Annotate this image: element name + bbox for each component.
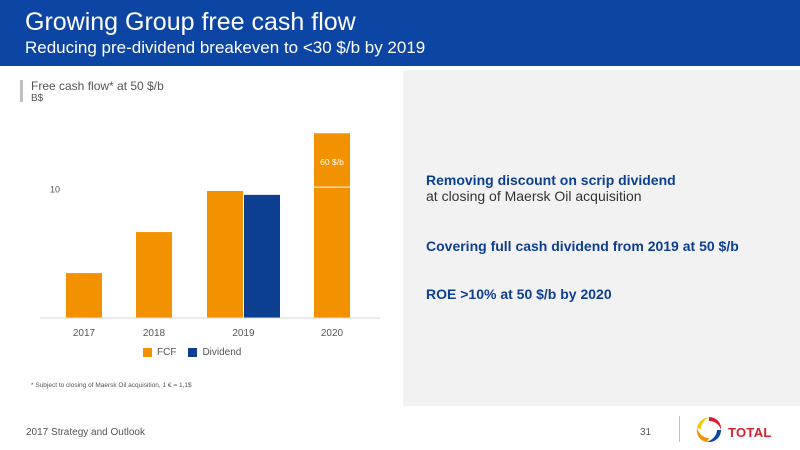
legend-swatch-fcf (143, 348, 152, 357)
legend-item-fcf: FCF (143, 347, 176, 358)
bar-fcf-2020 (314, 133, 350, 318)
legend-label-fcf: FCF (157, 347, 177, 358)
chart-unit: B$ (31, 93, 44, 104)
x-tick-label-2017: 2017 (73, 328, 96, 339)
chart-legend: FCF Dividend (143, 347, 253, 358)
footnote: * Subject to closing of Maersk Oil acqui… (31, 382, 192, 389)
chart-title-accent (20, 80, 23, 102)
text-panel (403, 70, 800, 406)
slide-subtitle: Reducing pre-dividend breakeven to <30 $… (25, 38, 426, 57)
footer-divider (679, 416, 680, 442)
bar-fcf-2017 (66, 273, 102, 318)
slide-title: Growing Group free cash flow (25, 8, 356, 36)
y-tick-label-0: 10 (50, 185, 60, 195)
annotation-label-0: 60 $/b (320, 157, 344, 167)
total-logo-icon (696, 417, 722, 443)
footer-text: 2017 Strategy and Outlook (26, 427, 145, 438)
bar-dividend-2019 (244, 194, 280, 318)
logo-text: TOTAL (728, 425, 772, 440)
point-scrip-dividend-bold: Removing discount on scrip dividend (426, 172, 676, 188)
legend-swatch-dividend (188, 348, 198, 357)
point-scrip-dividend: Removing discount on scrip dividend at c… (426, 172, 676, 204)
bar-fcf-2019 (207, 191, 243, 318)
point-roe: ROE >10% at 50 $/b by 2020 (426, 286, 612, 302)
bar-fcf-2018 (136, 232, 172, 318)
chart-title: Free cash flow* at 50 $/b (31, 79, 164, 93)
header-bar: Growing Group free cash flow Reducing pr… (0, 0, 800, 66)
legend-label-dividend: Dividend (202, 347, 242, 358)
point-scrip-dividend-normal: at closing of Maersk Oil acquisition (426, 188, 642, 204)
x-tick-label-2019: 2019 (232, 328, 255, 339)
x-tick-label-2018: 2018 (143, 328, 166, 339)
x-tick-label-2020: 2020 (321, 328, 344, 339)
page-number: 31 (640, 427, 652, 438)
point-cash-dividend: Covering full cash dividend from 2019 at… (426, 238, 739, 254)
legend-item-dividend: Dividend (188, 347, 241, 358)
